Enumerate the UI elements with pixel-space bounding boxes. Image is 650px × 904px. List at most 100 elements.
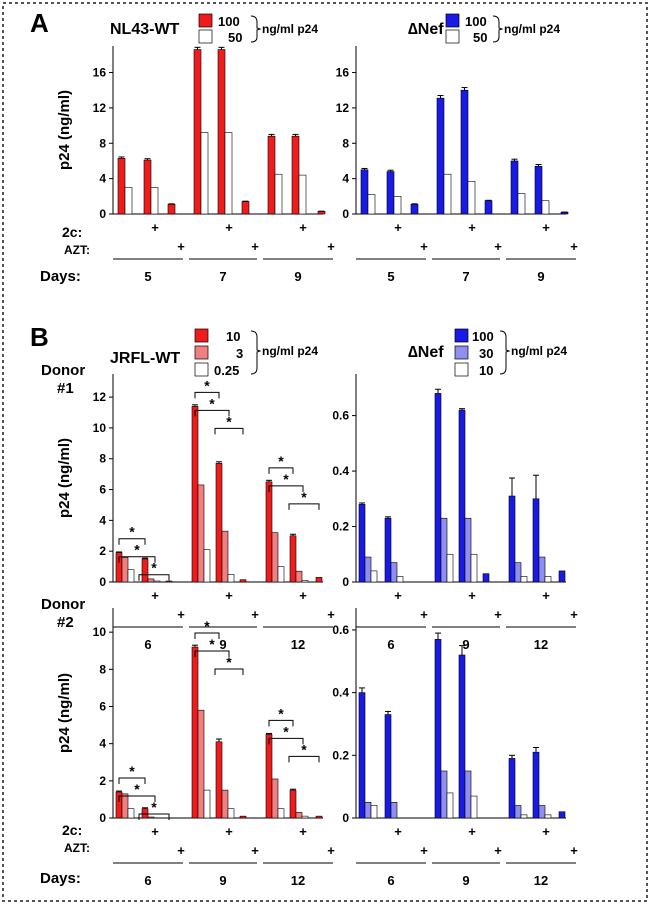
cond-2c-mark: +: [468, 824, 476, 839]
day-label: 12: [534, 637, 548, 652]
legend-b-right-bracket: [499, 330, 511, 375]
significance-star: *: [209, 395, 215, 411]
significance-bracket: [288, 503, 320, 510]
bar-B-left-donor2-0.25-3: [203, 789, 211, 819]
bar-B-right-donor1-10-0: [370, 570, 378, 583]
y-tick-label: 6: [99, 699, 106, 713]
significance-bracket: [118, 777, 146, 784]
bar-B-left-donor2-3-1: [147, 816, 155, 819]
cond-azt-mark: +: [570, 607, 578, 622]
cond-2c-mark: +: [299, 588, 307, 603]
y-tick-label: 0: [99, 207, 106, 221]
significance-star: *: [226, 413, 232, 429]
legend-a-right-swatch-1: [445, 13, 460, 28]
bar-B-left-donor2-10-8: [315, 815, 323, 819]
cond-2c-mark: +: [151, 220, 159, 235]
legend-a-left-swatch-2: [198, 29, 213, 44]
y-tick-label: 0.6: [332, 623, 349, 637]
legend-b-left-label-1: 10: [226, 329, 240, 344]
y-tick-label: 12: [336, 101, 350, 115]
bar-A-left-100-5: [241, 201, 250, 215]
cond-2c-mark: +: [394, 824, 402, 839]
charts-layer: 0 4 8 12 16 p24 (ng/ml) + +5 + +7 + +9 0 4 8 12 16 + +5 + +7…: [56, 46, 578, 888]
bar-B-right-donor1-30-0: [364, 556, 372, 583]
y-tick-label: 0: [342, 811, 349, 825]
bar-B-right-donor2-100-6: [508, 758, 516, 819]
bar-B-right-donor1-100-3: [434, 393, 442, 583]
legend-b-right-swatch-3: [454, 362, 469, 377]
bar-B-right-donor2-10-7: [544, 814, 552, 819]
bar-B-right-donor1-10-1: [396, 576, 404, 583]
significance-star: *: [209, 636, 215, 652]
bar-A-right-50-3: [443, 173, 452, 215]
bar-B-left-donor1-10-2: [165, 580, 173, 583]
bar-A-left-50-1: [150, 187, 159, 215]
legend-b-right-label-3: 10: [479, 363, 493, 378]
bar-B-left-donor1-10-5: [239, 579, 247, 583]
bar-B-left-donor1-0.25-7: [301, 580, 309, 583]
bar-B-right-donor2-100-0: [358, 692, 366, 819]
cond-azt-mark: +: [420, 843, 428, 858]
significance-bracket: [118, 538, 146, 545]
legend-b-right-swatch-2: [454, 345, 469, 360]
significance-star: *: [134, 542, 140, 558]
cond-azt-mark: +: [327, 239, 335, 254]
bar-B-right-donor2-10-0: [370, 805, 378, 819]
bar-B-left-donor2-10-1: [141, 808, 149, 819]
panel-b-right-name: ∆Nef: [408, 344, 444, 361]
significance-star: *: [226, 654, 232, 670]
y-tick-label: 0.4: [332, 464, 349, 478]
bar-B-right-donor1-100-0: [358, 504, 366, 583]
bar-B-left-donor2-0.25-4: [227, 808, 235, 819]
row-label-azt-a: AZT:: [64, 243, 90, 257]
bar-A-left-100-0: [117, 157, 126, 215]
bar-A-left-50-4: [224, 132, 233, 215]
significance-star: *: [301, 741, 307, 757]
y-tick-label: 0: [99, 575, 106, 589]
legend-a-left-unit: ng/ml p24: [262, 22, 318, 36]
bar-B-left-donor1-3-3: [197, 484, 205, 583]
donor2-line1: Donor: [41, 596, 85, 613]
significance-bracket: [118, 795, 156, 802]
bar-B-right-donor2-100-8: [558, 811, 566, 819]
bar-B-right-donor1-30-6: [514, 562, 522, 583]
day-label: 6: [387, 873, 394, 888]
bar-B-left-donor2-10-6: [265, 734, 273, 819]
row-label-days-b: Days:: [40, 870, 81, 887]
significance-bracket: [138, 813, 170, 820]
bar-A-right-100-3: [436, 97, 445, 215]
donor1-line2: #1: [57, 380, 74, 397]
row-label-2c-b: 2c:: [62, 822, 82, 838]
day-label: 12: [291, 873, 305, 888]
bar-B-left-donor1-10-1: [141, 558, 149, 583]
bar-A-right-50-0: [367, 194, 376, 215]
significance-bracket: [214, 427, 244, 435]
bar-B-right-donor2-10-6: [520, 814, 528, 819]
significance-bracket: [268, 467, 294, 474]
bar-B-right-donor1-100-5: [482, 573, 490, 583]
y-tick-label: 0.4: [332, 686, 349, 700]
cond-2c-mark: +: [468, 588, 476, 603]
legend-b-left-unit: ng/ml p24: [262, 344, 318, 358]
significance-star: *: [151, 799, 157, 815]
cond-azt-mark: +: [420, 607, 428, 622]
bar-B-left-donor1-10-8: [315, 577, 323, 583]
bar-A-right-100-0: [360, 169, 369, 215]
significance-star: *: [151, 560, 157, 576]
significance-bracket: [288, 755, 320, 763]
bar-B-right-donor1-30-3: [440, 517, 448, 583]
bar-B-right-donor2-100-4: [458, 654, 466, 819]
significance-star: *: [278, 453, 284, 469]
bar-A-left-100-2: [167, 203, 176, 215]
y-tick-label: 0: [342, 207, 349, 221]
y-tick-label: 16: [336, 66, 350, 80]
bar-B-left-donor2-10-5: [239, 815, 247, 819]
bar-A-left-50-7: [298, 174, 307, 215]
cond-azt-mark: +: [570, 843, 578, 858]
legend-a-right-label-1: 100: [465, 14, 487, 29]
cond-azt-mark: +: [420, 239, 428, 254]
donor1-label: Donor #1: [41, 362, 89, 397]
bar-B-left-donor1-10-4: [215, 463, 223, 583]
